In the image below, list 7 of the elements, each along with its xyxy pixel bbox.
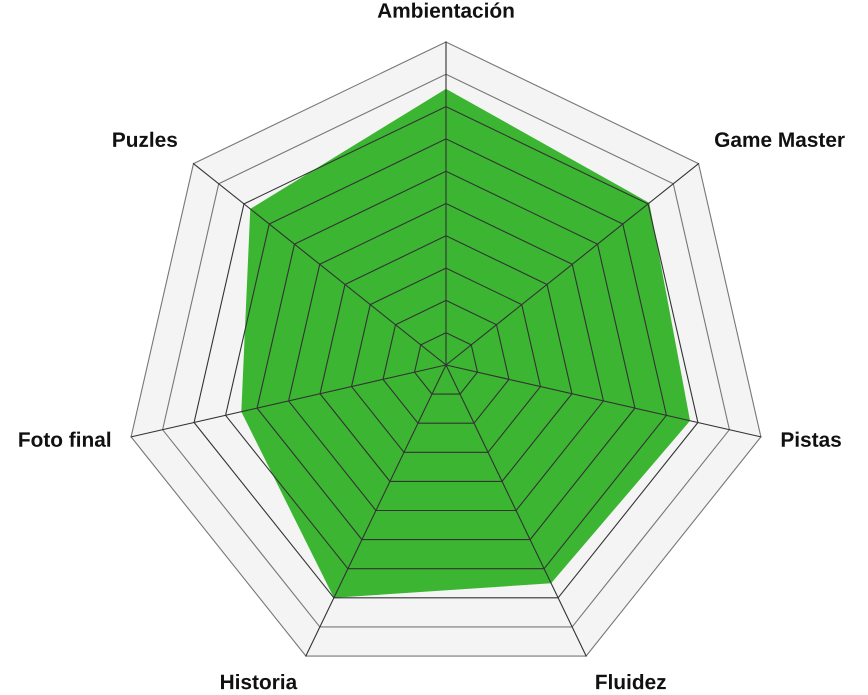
spoke-label: Historia [221, 674, 298, 690]
spoke-label: Puzles [113, 132, 177, 148]
spoke-label: Game Master [715, 132, 845, 148]
spoke-label: Fluidez [596, 674, 666, 690]
spoke-label: Foto final [19, 432, 110, 447]
spoke-label: Pistas [782, 432, 841, 447]
spoke-label: Ambientación [378, 2, 514, 18]
